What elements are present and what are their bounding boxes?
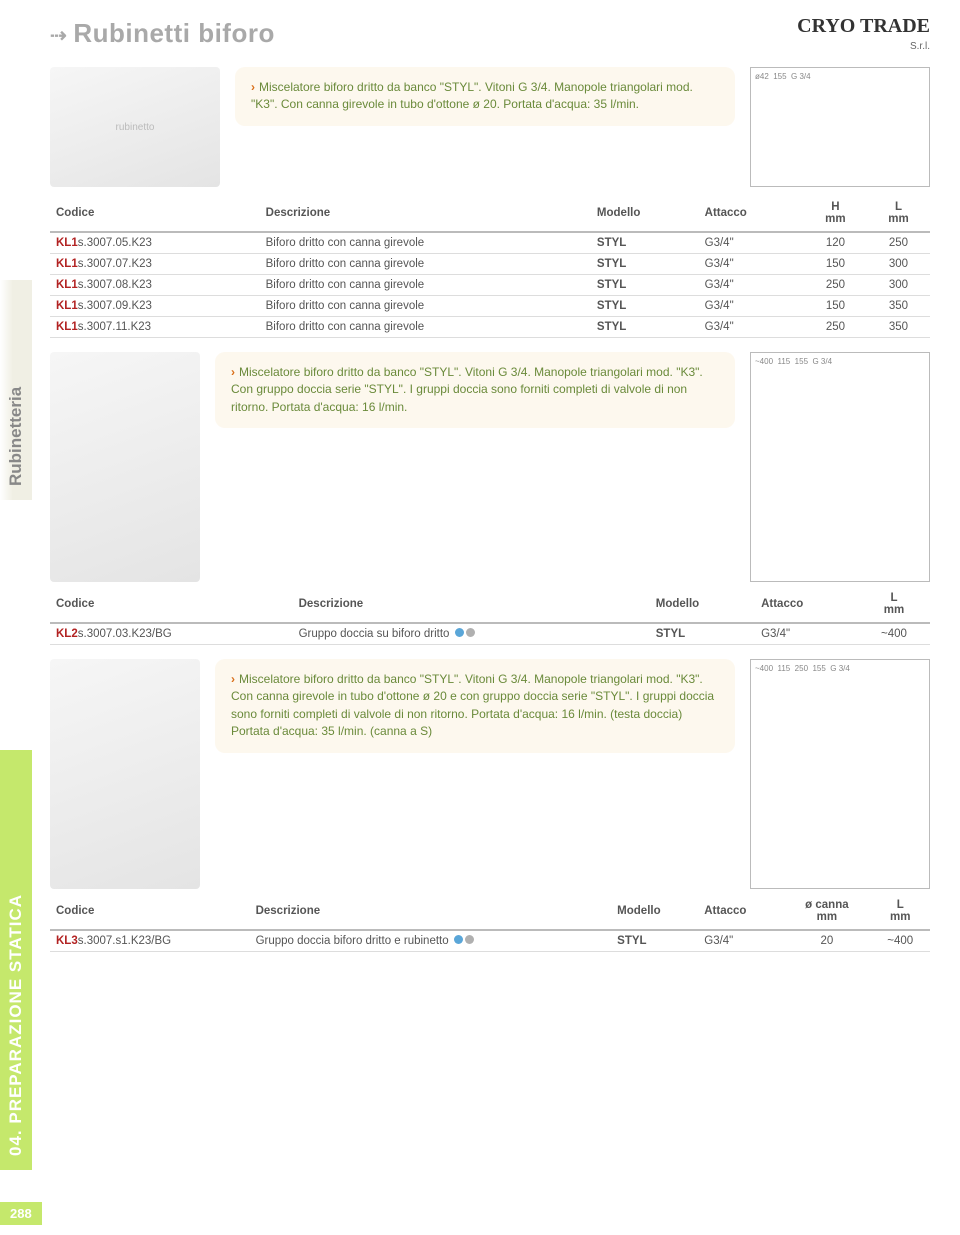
cell-l: 250	[867, 232, 930, 254]
cell-model: STYL	[591, 275, 699, 296]
cell-att: G3/4"	[699, 232, 804, 254]
cell-desc: Biforo dritto con canna girevole	[260, 232, 591, 254]
cell-code: KL1s.3007.11.K23	[50, 317, 260, 338]
technical-drawing-1: ø42 155 G 3/4	[750, 67, 930, 187]
product-image-1: rubinetto	[50, 67, 220, 187]
section-3: ›Miscelatore biforo dritto da banco "STY…	[50, 659, 930, 952]
description-box-2: ›Miscelatore biforo dritto da banco "STY…	[215, 352, 735, 428]
cell-desc: Biforo dritto con canna girevole	[260, 275, 591, 296]
cell-desc: Gruppo doccia biforo dritto e rubinetto	[250, 930, 612, 952]
th-codice: Codice	[50, 197, 260, 232]
cell-h: 150	[804, 254, 867, 275]
table-row: KL1s.3007.09.K23 Biforo dritto con canna…	[50, 296, 930, 317]
cell-l: 350	[867, 296, 930, 317]
th-l: Lmm	[867, 197, 930, 232]
cell-l: ~400	[870, 930, 930, 952]
table-row: KL1s.3007.05.K23 Biforo dritto con canna…	[50, 232, 930, 254]
spec-table-2: Codice Descrizione Modello Attacco Lmm K…	[50, 588, 930, 645]
chevron-icon: ›	[251, 80, 255, 94]
cell-att: G3/4"	[755, 623, 858, 645]
cell-att: G3/4"	[699, 254, 804, 275]
cell-l: 300	[867, 275, 930, 296]
chevron-icon: ›	[231, 365, 235, 379]
th-modello: Modello	[650, 588, 755, 623]
cell-code: KL1s.3007.09.K23	[50, 296, 260, 317]
table-row: KL1s.3007.07.K23 Biforo dritto con canna…	[50, 254, 930, 275]
th-l: Lmm	[870, 895, 930, 930]
section-1: rubinetto ›Miscelatore biforo dritto da …	[50, 67, 930, 338]
cell-desc: Biforo dritto con canna girevole	[260, 296, 591, 317]
table-header-row: Codice Descrizione Modello Attacco Hmm L…	[50, 197, 930, 232]
product-image-3	[50, 659, 200, 889]
cell-att: G3/4"	[699, 317, 804, 338]
page-title: Rubinetti biforo	[50, 18, 275, 49]
th-modello: Modello	[611, 895, 698, 930]
th-codice: Codice	[50, 588, 293, 623]
table-header-row: Codice Descrizione Modello Attacco Lmm	[50, 588, 930, 623]
cell-l: ~400	[858, 623, 930, 645]
table-row: KL2s.3007.03.K23/BG Gruppo doccia su bif…	[50, 623, 930, 645]
chevron-icon: ›	[231, 672, 235, 686]
description-text-2: Miscelatore biforo dritto da banco "STYL…	[231, 365, 703, 414]
cell-code: KL2s.3007.03.K23/BG	[50, 623, 293, 645]
th-attacco: Attacco	[699, 197, 804, 232]
cell-att: G3/4"	[699, 296, 804, 317]
th-descrizione: Descrizione	[250, 895, 612, 930]
cell-model: STYL	[591, 254, 699, 275]
th-h: Hmm	[804, 197, 867, 232]
th-modello: Modello	[591, 197, 699, 232]
cell-code: KL1s.3007.08.K23	[50, 275, 260, 296]
sidebar-tab-preparazione: 04. PREPARAZIONE STATICA	[0, 750, 32, 1170]
description-text-1: Miscelatore biforo dritto da banco "STYL…	[251, 80, 693, 111]
logo-text: CRYO TRADE	[797, 15, 930, 37]
description-text-3: Miscelatore biforo dritto da banco "STYL…	[231, 672, 714, 738]
cell-model: STYL	[650, 623, 755, 645]
technical-drawing-2: ~400 115 155 G 3/4	[750, 352, 930, 582]
description-box-3: ›Miscelatore biforo dritto da banco "STY…	[215, 659, 735, 753]
cell-model: STYL	[591, 296, 699, 317]
cell-h: 150	[804, 296, 867, 317]
spec-table-1: Codice Descrizione Modello Attacco Hmm L…	[50, 197, 930, 338]
product-image-2	[50, 352, 200, 582]
cell-desc: Biforo dritto con canna girevole	[260, 254, 591, 275]
cell-code: KL1s.3007.07.K23	[50, 254, 260, 275]
cell-att: G3/4"	[699, 275, 804, 296]
cell-model: STYL	[591, 232, 699, 254]
cell-code: KL3s.3007.s1.K23/BG	[50, 930, 250, 952]
cell-l: 350	[867, 317, 930, 338]
main-content: rubinetto ›Miscelatore biforo dritto da …	[0, 57, 960, 952]
section-2: ›Miscelatore biforo dritto da banco "STY…	[50, 352, 930, 645]
sidebar-tab-rubinetteria: Rubinetteria	[0, 280, 32, 500]
cell-d: 20	[783, 930, 870, 952]
th-l: Lmm	[858, 588, 930, 623]
th-descrizione: Descrizione	[260, 197, 591, 232]
cell-desc: Biforo dritto con canna girevole	[260, 317, 591, 338]
cell-h: 250	[804, 275, 867, 296]
cell-att: G3/4"	[698, 930, 783, 952]
page-header: Rubinetti biforo CRYO TRADE S.r.l.	[0, 0, 960, 57]
th-codice: Codice	[50, 895, 250, 930]
page-number: 288	[0, 1202, 42, 1225]
table-row: KL1s.3007.08.K23 Biforo dritto con canna…	[50, 275, 930, 296]
description-box-1: ›Miscelatore biforo dritto da banco "STY…	[235, 67, 735, 126]
cell-model: STYL	[611, 930, 698, 952]
table-row: KL1s.3007.11.K23 Biforo dritto con canna…	[50, 317, 930, 338]
logo-subtitle: S.r.l.	[910, 41, 930, 52]
cell-l: 300	[867, 254, 930, 275]
table-header-row: Codice Descrizione Modello Attacco ø can…	[50, 895, 930, 930]
technical-drawing-3: ~400 115 250 155 G 3/4	[750, 659, 930, 889]
th-descrizione: Descrizione	[293, 588, 650, 623]
spec-table-3: Codice Descrizione Modello Attacco ø can…	[50, 895, 930, 952]
th-d: ø cannamm	[783, 895, 870, 930]
table-row: KL3s.3007.s1.K23/BG Gruppo doccia biforo…	[50, 930, 930, 952]
cell-desc: Gruppo doccia su biforo dritto	[293, 623, 650, 645]
th-attacco: Attacco	[755, 588, 858, 623]
th-attacco: Attacco	[698, 895, 783, 930]
cell-h: 120	[804, 232, 867, 254]
brand-logo: CRYO TRADE S.r.l.	[797, 15, 930, 52]
cell-code: KL1s.3007.05.K23	[50, 232, 260, 254]
cell-h: 250	[804, 317, 867, 338]
cell-model: STYL	[591, 317, 699, 338]
